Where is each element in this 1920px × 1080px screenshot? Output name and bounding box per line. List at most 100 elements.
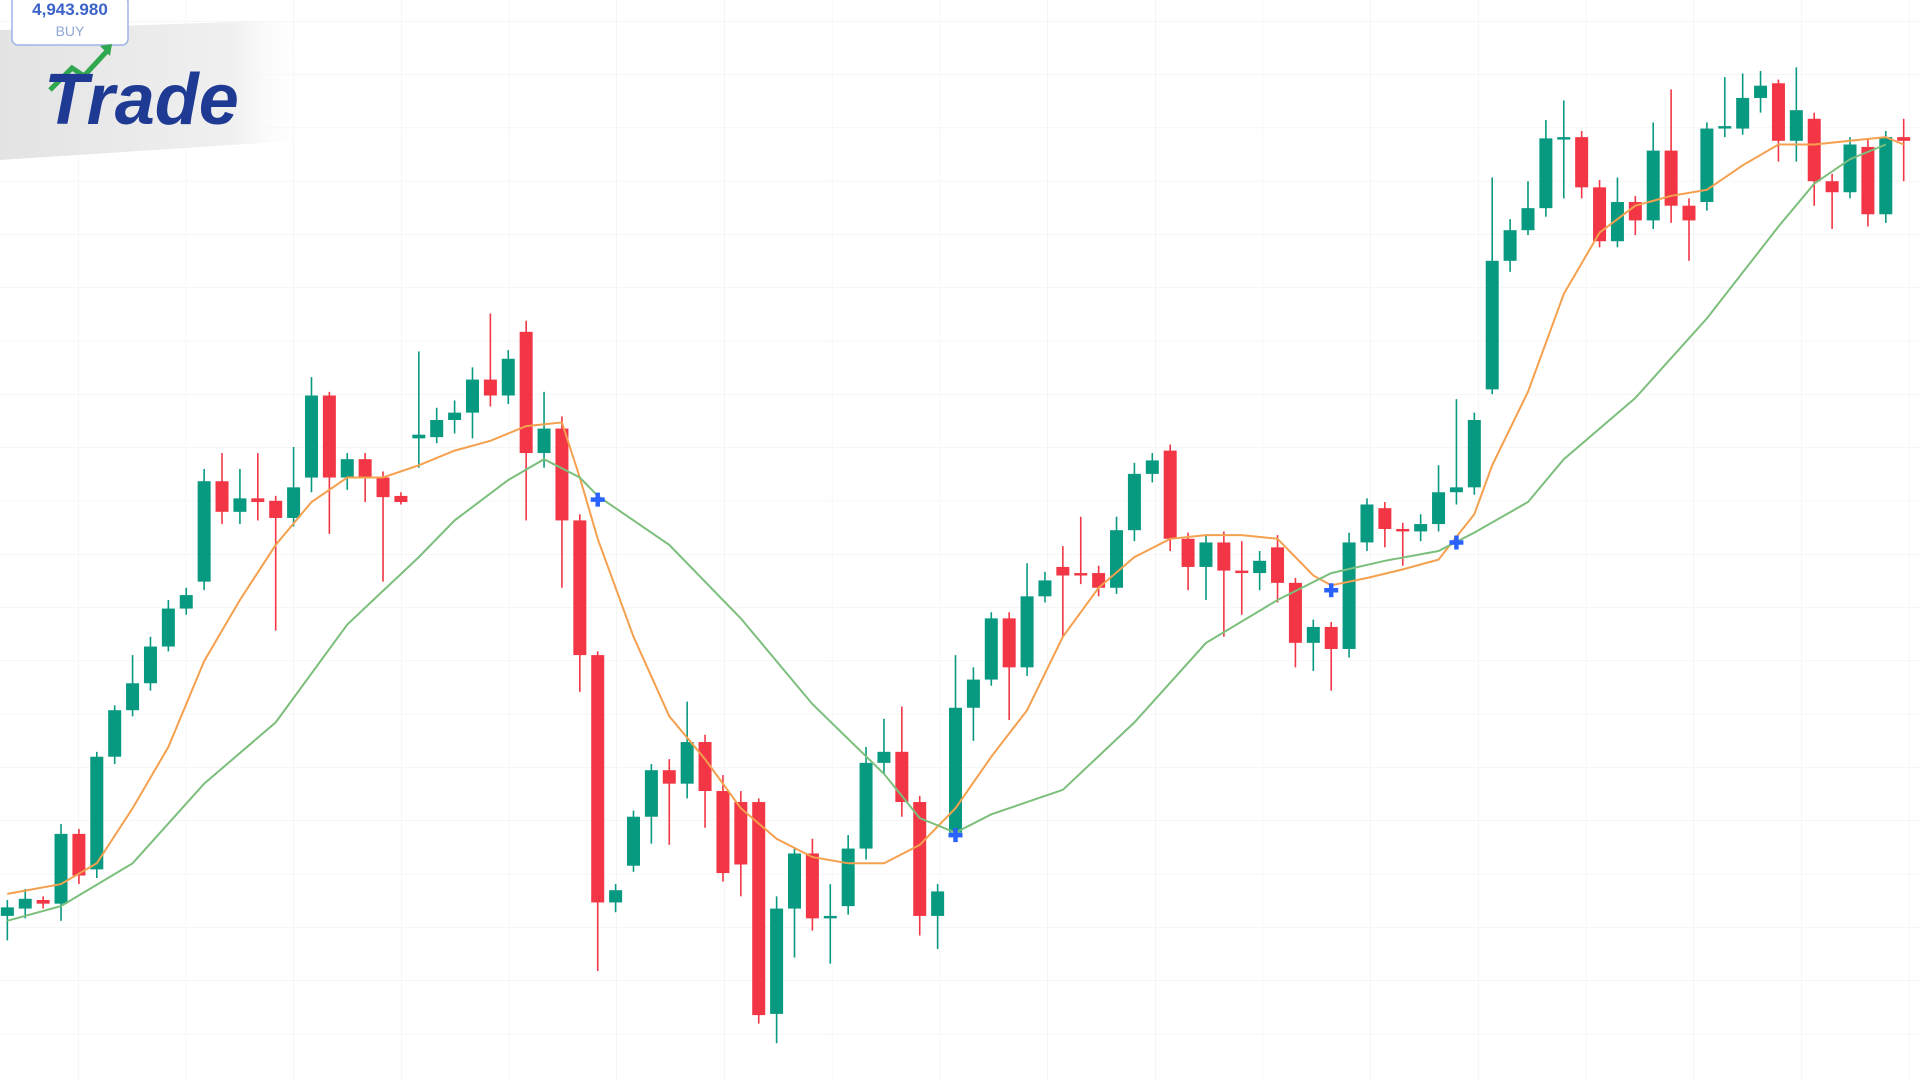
logo-arrow bbox=[48, 48, 110, 92]
candle-body bbox=[966, 679, 980, 708]
candle-body bbox=[36, 899, 50, 904]
candle-body bbox=[1646, 150, 1660, 221]
candle-body bbox=[859, 762, 873, 849]
logo-text: Trade bbox=[44, 60, 239, 140]
candle-body bbox=[1056, 566, 1070, 576]
candle-body bbox=[1700, 128, 1714, 203]
candle-body bbox=[72, 833, 86, 876]
candle-body bbox=[1682, 205, 1696, 221]
candle-body bbox=[161, 608, 175, 647]
candle-body bbox=[680, 742, 694, 784]
logo-arrow-head bbox=[100, 44, 112, 56]
candle-body bbox=[54, 833, 68, 904]
candle-body bbox=[126, 683, 140, 711]
candle-body bbox=[1736, 97, 1750, 129]
candle-body bbox=[1789, 110, 1803, 141]
candle-body bbox=[823, 915, 837, 919]
candle-body bbox=[1020, 596, 1034, 668]
candle-body bbox=[1235, 570, 1249, 574]
candle-body bbox=[233, 498, 247, 512]
signal-marker bbox=[1324, 583, 1339, 598]
candle-body bbox=[626, 816, 640, 866]
candle-body bbox=[1271, 547, 1285, 583]
candle-body bbox=[197, 481, 211, 582]
candle-body bbox=[304, 395, 318, 478]
candle-body bbox=[805, 853, 819, 919]
candle-body bbox=[591, 655, 605, 903]
candle-body bbox=[1807, 118, 1821, 182]
candle-body bbox=[1664, 150, 1678, 206]
candle-body bbox=[519, 331, 533, 454]
candle-body bbox=[394, 495, 408, 503]
candle-body bbox=[430, 419, 444, 438]
candle-body bbox=[895, 751, 909, 803]
candle-body bbox=[1843, 144, 1857, 193]
candle-body bbox=[483, 379, 497, 396]
candle-body bbox=[1449, 487, 1463, 493]
candle-body bbox=[1432, 492, 1446, 525]
candle-body bbox=[1861, 146, 1875, 215]
candle-body bbox=[573, 520, 587, 656]
candle-body bbox=[716, 791, 730, 874]
candle-body bbox=[555, 428, 569, 521]
candle-body bbox=[1396, 528, 1410, 532]
candle-body bbox=[1145, 460, 1159, 474]
candle-body bbox=[1467, 419, 1481, 488]
candle-body bbox=[1163, 450, 1177, 539]
candle-body bbox=[1181, 538, 1195, 567]
candle-body bbox=[1593, 187, 1607, 242]
candle-body bbox=[1038, 580, 1052, 597]
candle-body bbox=[949, 707, 963, 833]
logo-background bbox=[0, 20, 310, 160]
candle-body bbox=[251, 498, 265, 503]
candle-body bbox=[1074, 573, 1088, 576]
candle-body bbox=[287, 487, 301, 518]
candle-body bbox=[1628, 202, 1642, 221]
candle-body bbox=[143, 646, 157, 684]
candle-body bbox=[537, 428, 551, 454]
candle-body bbox=[1306, 626, 1320, 643]
moving-average-line bbox=[7, 136, 1905, 895]
candle-body bbox=[1521, 208, 1535, 231]
candle-body bbox=[108, 710, 122, 757]
candle-body bbox=[1610, 202, 1624, 242]
candle-body bbox=[1879, 137, 1893, 215]
candle-body bbox=[788, 853, 802, 909]
candle-body bbox=[770, 908, 784, 1014]
candle-body bbox=[734, 802, 748, 865]
candle-body bbox=[1199, 542, 1213, 567]
badge-price: 4,943.980 bbox=[32, 0, 108, 19]
candle-body bbox=[465, 379, 479, 413]
candle-body bbox=[1575, 137, 1589, 188]
candle-body bbox=[877, 751, 891, 763]
candle-body bbox=[1557, 137, 1571, 140]
candle-body bbox=[1754, 85, 1768, 98]
candle-body bbox=[1342, 542, 1356, 649]
candle-body bbox=[644, 770, 658, 817]
candle-body bbox=[1414, 524, 1428, 532]
candle-body bbox=[90, 756, 104, 870]
candle-body bbox=[609, 890, 623, 903]
candle-body bbox=[1503, 230, 1517, 261]
candle-body bbox=[1539, 138, 1553, 209]
candle-body bbox=[1127, 473, 1141, 531]
candle-body bbox=[376, 477, 390, 498]
candle-body bbox=[269, 500, 283, 518]
candle-body bbox=[913, 802, 927, 916]
plot-area bbox=[0, 67, 1911, 1044]
candle-body bbox=[1897, 137, 1911, 141]
price-badge bbox=[11, 0, 129, 46]
candle-body bbox=[448, 412, 462, 420]
candle-body bbox=[1485, 260, 1499, 390]
candle-body bbox=[1110, 530, 1124, 588]
candle-body bbox=[18, 898, 32, 909]
candle-body bbox=[1324, 626, 1338, 649]
signal-marker bbox=[590, 492, 605, 507]
candle-body bbox=[931, 891, 945, 916]
candle-body bbox=[340, 459, 354, 478]
candle-body bbox=[1217, 542, 1231, 571]
candle-body bbox=[984, 618, 998, 680]
candle-body bbox=[1718, 126, 1732, 129]
